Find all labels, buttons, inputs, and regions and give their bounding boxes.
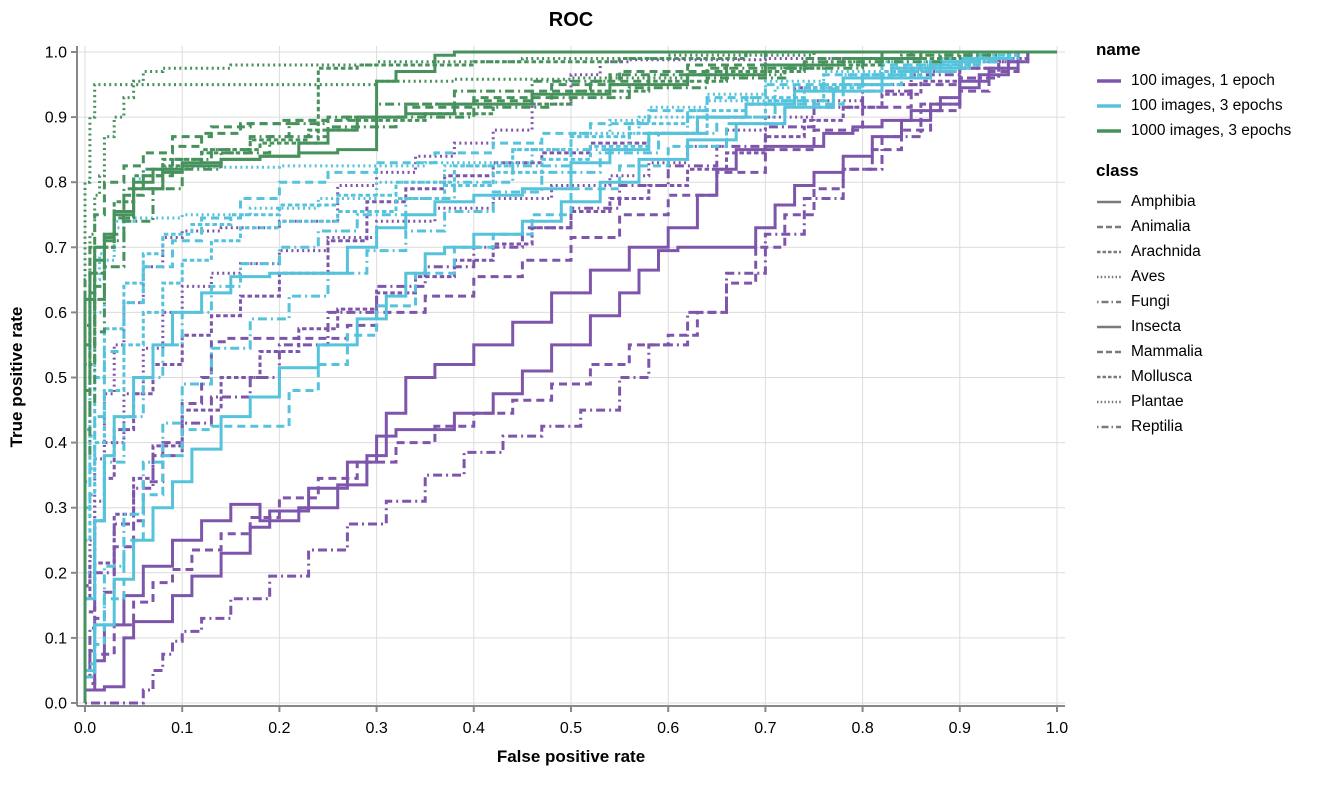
- legend-name-section: name 100 images, 1 epoch 100 images, 3 ep…: [1096, 40, 1331, 143]
- legend-item-class: Fungi: [1096, 289, 1331, 314]
- legend-item-class: Mammalia: [1096, 339, 1331, 364]
- legend-item-label: Mammalia: [1131, 342, 1203, 360]
- legend-item-name: 100 images, 1 epoch: [1096, 68, 1331, 93]
- x-tick-label: 0.9: [949, 720, 971, 737]
- legend-item-class: Arachnida: [1096, 239, 1331, 264]
- x-tick-label: 0.5: [560, 720, 582, 737]
- x-tick-label: 0.3: [365, 720, 387, 737]
- legend-item-label: 100 images, 3 epochs: [1131, 96, 1283, 114]
- legend-item-label: Fungi: [1131, 292, 1170, 310]
- y-tick-label: 0.6: [45, 305, 67, 322]
- x-axis-title: False positive rate: [497, 747, 645, 766]
- x-tick-label: 0.1: [171, 720, 193, 737]
- chart-title: ROC: [549, 9, 593, 31]
- y-tick-label: 0.2: [45, 565, 67, 582]
- legend-swatch-line: [1097, 78, 1121, 83]
- legend-swatch-line: [1097, 300, 1121, 303]
- legend-item-label: Arachnida: [1131, 242, 1201, 260]
- legend-swatch-line: [1097, 225, 1121, 228]
- roc-curve: [83, 50, 1057, 703]
- y-tick-label: 0.0: [45, 696, 67, 713]
- roc-curves: [83, 50, 1057, 705]
- roc-curve: [83, 50, 1057, 703]
- roc-curve: [83, 50, 1057, 703]
- legend-item-class: Reptilia: [1096, 414, 1331, 439]
- roc-curve: [83, 50, 1057, 703]
- x-tick-label: 0.7: [754, 720, 776, 737]
- tick-labels: 0.0 0.1 0.2 0.3 0.4 0.5 0.6 0.7 0.8 0.9 1.0 0.0 0.1 0…: [45, 45, 1068, 738]
- legend-item-class: Plantae: [1096, 389, 1331, 414]
- x-tick-label: 0.2: [268, 720, 290, 737]
- x-tick-label: 0.4: [463, 720, 485, 737]
- legend-item-label: 100 images, 1 epoch: [1131, 71, 1275, 89]
- roc-curve: [83, 50, 1057, 703]
- roc-curve: [85, 50, 1057, 705]
- roc-curve: [83, 50, 1057, 703]
- legend-swatch-line: [1097, 350, 1121, 353]
- legend: name 100 images, 1 epoch 100 images, 3 ep…: [1096, 40, 1331, 457]
- legend-item-label: Insecta: [1131, 317, 1181, 335]
- legend-class-title: class: [1096, 161, 1139, 180]
- legend-item-class: Mollusca: [1096, 364, 1331, 389]
- legend-swatch-line: [1097, 250, 1121, 253]
- legend-item-label: 1000 images, 3 epochs: [1131, 121, 1292, 139]
- y-tick-label: 0.8: [45, 175, 67, 192]
- roc-curve: [83, 50, 1057, 703]
- legend-item-name: 1000 images, 3 epochs: [1096, 118, 1331, 143]
- legend-swatch-line: [1097, 375, 1121, 378]
- y-tick-label: 0.3: [45, 500, 67, 517]
- legend-swatch-line: [1097, 275, 1121, 278]
- axes: [71, 46, 1065, 712]
- x-tick-label: 1.0: [1046, 720, 1068, 737]
- roc-curve: [83, 50, 1057, 703]
- y-tick-label: 1.0: [45, 45, 67, 62]
- legend-swatch-line: [1097, 200, 1121, 203]
- legend-item-class: Aves: [1096, 264, 1331, 289]
- legend-item-name: 100 images, 3 epochs: [1096, 93, 1331, 118]
- legend-swatch-line: [1097, 425, 1121, 428]
- legend-item-class: Insecta: [1096, 314, 1331, 339]
- x-tick-label: 0.8: [851, 720, 873, 737]
- x-tick-label: 0.0: [74, 720, 96, 737]
- y-tick-label: 0.5: [45, 370, 67, 387]
- y-tick-label: 0.7: [45, 240, 67, 257]
- legend-item-label: Plantae: [1131, 392, 1184, 410]
- y-tick-label: 0.4: [45, 435, 67, 452]
- roc-curve: [83, 50, 1057, 703]
- legend-item-label: Animalia: [1131, 217, 1191, 235]
- roc-curve: [83, 50, 1057, 703]
- y-axis-title: True positive rate: [7, 307, 26, 448]
- legend-item-class: Amphibia: [1096, 189, 1331, 214]
- roc-curve: [83, 50, 1057, 703]
- legend-item-label: Amphibia: [1131, 192, 1196, 210]
- legend-swatch-line: [1097, 128, 1121, 133]
- x-tick-label: 0.6: [657, 720, 679, 737]
- legend-item-label: Reptilia: [1131, 417, 1183, 435]
- roc-curve: [83, 50, 1057, 703]
- legend-item-label: Mollusca: [1131, 367, 1193, 385]
- legend-item-label: Aves: [1131, 267, 1166, 285]
- legend-item-class: Animalia: [1096, 214, 1331, 239]
- roc-curve: [83, 50, 1057, 703]
- legend-name-title: name: [1096, 40, 1141, 59]
- legend-swatch-line: [1097, 325, 1121, 328]
- legend-swatch-line: [1097, 103, 1121, 108]
- legend-class-section: class Amphibia Animalia Arachnida Aves Fungi…: [1096, 161, 1331, 439]
- y-tick-label: 0.9: [45, 110, 67, 127]
- legend-swatch-line: [1097, 400, 1121, 403]
- y-tick-label: 0.1: [45, 630, 67, 647]
